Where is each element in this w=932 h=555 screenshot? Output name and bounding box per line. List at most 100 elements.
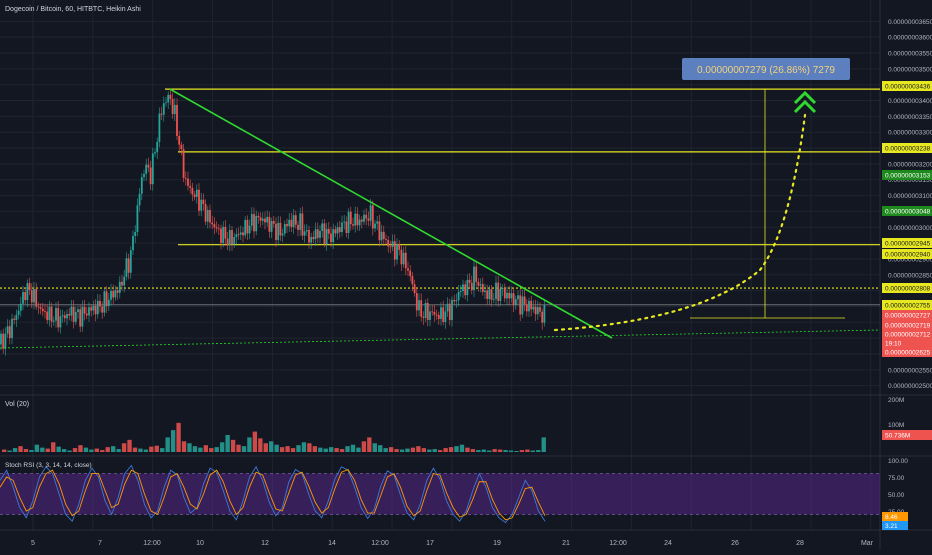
candle-body: [464, 284, 467, 296]
candle-body: [220, 228, 222, 243]
candle-body: [347, 211, 350, 233]
candle-body: [451, 299, 453, 321]
candle-body: [391, 241, 394, 247]
candle-body: [508, 292, 511, 299]
target-box: [682, 58, 850, 80]
volume-bar: [388, 447, 394, 452]
candle-body: [77, 309, 79, 313]
candle-body: [41, 308, 44, 312]
candle-body: [231, 230, 233, 245]
candle-body: [418, 300, 420, 311]
price-tick-label: 0.00000002850: [888, 272, 932, 279]
volume-bar: [339, 449, 345, 452]
candle-body: [19, 303, 22, 311]
chart-title: Dogecoin / Bitcoin, 60, HITBTC, Heikin A…: [5, 6, 141, 13]
chevron-up-icon: [793, 90, 817, 105]
candle-body: [257, 215, 260, 218]
volume-bar: [241, 446, 247, 452]
candle-body: [455, 300, 458, 302]
volume-bar: [497, 449, 503, 452]
candle-body: [4, 333, 7, 349]
candle-body: [470, 282, 473, 291]
candle-body: [90, 307, 93, 311]
candle-body: [444, 311, 447, 322]
candle-body: [413, 284, 416, 294]
candle-body: [156, 141, 159, 153]
candle-body: [369, 205, 372, 221]
rsi-tick-label: 100.00: [888, 458, 908, 465]
candle-body: [167, 94, 170, 103]
price-axis[interactable]: 0.00000003650 0.00000003600 0.00000003550 0…: [882, 19, 932, 390]
volume-bar: [394, 449, 399, 452]
candle-body: [354, 213, 357, 226]
time-axis[interactable]: 5 7 12:00 10 12 14 12:00 17 19 21 12:00 24 26 28 Mar: [31, 540, 874, 547]
candle-body: [440, 307, 442, 319]
volume-pane[interactable]: 200M 100M 50.736M: [2, 397, 932, 452]
candle-body: [193, 194, 196, 197]
candle-body: [323, 223, 326, 245]
candle-body: [499, 288, 502, 301]
candle-body: [431, 311, 434, 313]
candle-body: [266, 216, 269, 223]
candle-body: [514, 299, 517, 306]
volume-bar: [410, 447, 416, 452]
stoch-rsi-label: Stoch RSI (3, 3, 14, 14, close): [5, 462, 92, 469]
candle-body: [459, 291, 462, 292]
time-tick-label: 7: [98, 540, 102, 547]
candle-body: [281, 233, 284, 236]
volume-bar: [541, 437, 546, 452]
price-label-badge: [882, 300, 932, 310]
drawing-overlays[interactable]: 0.00000007279 (26.86%) 7279: [0, 58, 881, 349]
volume-bar: [34, 444, 40, 452]
candle-body: [468, 279, 471, 283]
candle-body: [506, 292, 508, 299]
volume-bar: [105, 447, 110, 452]
volume-bar: [312, 446, 318, 452]
volume-bar: [132, 447, 138, 452]
candle-body: [536, 307, 539, 315]
volume-bar: [323, 448, 328, 452]
candle-body: [356, 213, 359, 226]
price-label-badge: [882, 283, 932, 293]
candle-body: [33, 288, 35, 303]
candle-body: [215, 227, 218, 229]
candle-body: [246, 219, 249, 234]
volume-bar: [61, 449, 67, 452]
price-label-text: 0.00000002940: [885, 252, 931, 259]
candle-body: [171, 99, 174, 115]
candle-body: [389, 246, 392, 248]
volume-bar: [12, 448, 18, 452]
price-tick-label: 0.00000003000: [888, 225, 932, 232]
volume-bar: [438, 450, 443, 452]
candle-body: [519, 295, 522, 315]
price-label-text: 0.00000002808: [885, 286, 931, 293]
volume-bar: [421, 448, 427, 452]
projection-path: [553, 113, 807, 332]
chevron-up-icon: [793, 99, 817, 114]
price-label-badge: [882, 249, 932, 259]
candle-body: [292, 215, 295, 227]
candle-body: [35, 288, 38, 307]
candle-body: [211, 222, 214, 225]
candle-body: [420, 300, 423, 317]
candle-body: [138, 193, 141, 206]
candle-body: [387, 239, 390, 247]
candle-body: [393, 241, 396, 260]
price-candles[interactable]: [0, 90, 546, 356]
candle-body: [396, 244, 398, 260]
candle-body: [176, 104, 178, 136]
candle-body: [378, 221, 381, 241]
candle-body: [160, 113, 163, 115]
candle-body: [50, 306, 53, 322]
candle-body: [374, 223, 376, 229]
candle-body: [332, 229, 335, 243]
candle-body: [497, 282, 500, 301]
candle-body: [13, 318, 16, 320]
volume-bar: [170, 430, 176, 452]
candle-body: [74, 312, 77, 322]
volume-bar: [143, 449, 149, 452]
candle-body: [290, 219, 293, 227]
candle-body: [244, 219, 247, 236]
